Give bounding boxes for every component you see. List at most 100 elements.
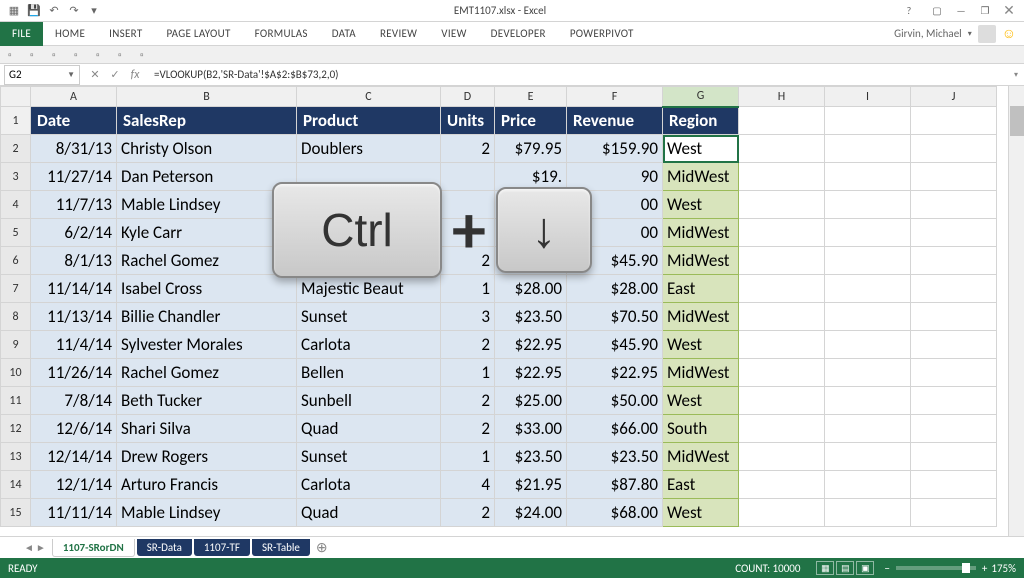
cell[interactable]: 12/6/14 (31, 415, 117, 443)
cell[interactable] (825, 163, 911, 191)
cell[interactable]: Carlota (297, 247, 441, 275)
cell[interactable]: $23.50 (495, 303, 567, 331)
cell[interactable] (825, 303, 911, 331)
cell[interactable]: 12/14/14 (31, 443, 117, 471)
cell[interactable]: West (663, 135, 739, 163)
cell[interactable]: 11/4/14 (31, 331, 117, 359)
cell[interactable]: $45.90 (567, 247, 663, 275)
cell[interactable] (441, 163, 495, 191)
ribbon-icon[interactable]: ▫ (96, 48, 112, 62)
cell[interactable] (739, 107, 825, 135)
ribbon-icon[interactable]: ▫ (118, 48, 134, 62)
cell[interactable]: Doublers (297, 135, 441, 163)
cell[interactable]: Mable Lindsey (117, 191, 297, 219)
cell[interactable] (739, 135, 825, 163)
ribbon-display-icon[interactable]: ▢ (926, 2, 948, 20)
cell[interactable] (911, 135, 997, 163)
zoom-in-icon[interactable]: + (982, 562, 987, 575)
zoom-slider[interactable] (896, 566, 976, 570)
cell[interactable] (911, 499, 997, 527)
column-header[interactable]: I (825, 87, 911, 107)
feedback-icon[interactable]: ☺ (1002, 25, 1016, 42)
cell[interactable]: 11/7/13 (31, 191, 117, 219)
cell[interactable]: $33. (495, 219, 567, 247)
cell[interactable] (739, 303, 825, 331)
cell[interactable]: $33.00 (495, 415, 567, 443)
redo-icon[interactable]: ↷ (66, 3, 82, 19)
cell[interactable] (911, 107, 997, 135)
cell[interactable] (825, 107, 911, 135)
row-header[interactable]: 8 (1, 303, 31, 331)
name-box[interactable]: G2 ▼ (4, 65, 80, 85)
tab-review[interactable]: REVIEW (368, 22, 429, 46)
cell[interactable] (825, 471, 911, 499)
table-header-cell[interactable]: Region (663, 107, 739, 135)
cell[interactable]: South (663, 415, 739, 443)
sheet-tab[interactable]: SR-Data (137, 539, 192, 556)
scroll-thumb[interactable] (1010, 106, 1024, 136)
cell[interactable]: 12/1/14 (31, 471, 117, 499)
row-header[interactable]: 2 (1, 135, 31, 163)
cell[interactable]: 2 (441, 247, 495, 275)
column-header[interactable]: E (495, 87, 567, 107)
add-sheet-icon[interactable]: ⊕ (316, 539, 328, 556)
user-area[interactable]: Girvin, Michael ▾ ☺ (894, 25, 1024, 43)
cell[interactable]: 4 (441, 471, 495, 499)
cell[interactable]: 2 (441, 135, 495, 163)
cell[interactable] (911, 191, 997, 219)
cell[interactable]: 2 (441, 415, 495, 443)
column-header[interactable]: H (739, 87, 825, 107)
cell[interactable]: 11/26/14 (31, 359, 117, 387)
cell[interactable] (825, 247, 911, 275)
row-header[interactable]: 4 (1, 191, 31, 219)
table-header-cell[interactable]: Product (297, 107, 441, 135)
cell[interactable]: Sunset (297, 303, 441, 331)
cell[interactable]: 00 (567, 191, 663, 219)
cell[interactable] (911, 247, 997, 275)
tab-insert[interactable]: INSERT (97, 22, 154, 46)
row-header[interactable]: 13 (1, 443, 31, 471)
cell[interactable]: MidWest (663, 163, 739, 191)
cell[interactable]: $159.90 (567, 135, 663, 163)
formula-expand-icon[interactable]: ▾ (1008, 70, 1024, 80)
enter-icon[interactable]: ✓ (108, 68, 122, 81)
cell[interactable]: 7/8/14 (31, 387, 117, 415)
fx-icon[interactable]: fx (128, 68, 142, 82)
cell[interactable]: Carlota (297, 471, 441, 499)
restore-icon[interactable]: ❐ (974, 2, 996, 20)
cell[interactable]: $25.00 (495, 387, 567, 415)
cell[interactable] (825, 359, 911, 387)
cell[interactable] (911, 443, 997, 471)
row-header[interactable]: 11 (1, 387, 31, 415)
table-header-cell[interactable]: Revenue (567, 107, 663, 135)
formula-input[interactable]: =VLOOKUP(B2,'SR-Data'!$A$2:$B$73,2,0) (150, 68, 1008, 81)
zoom-slider-thumb[interactable] (962, 563, 970, 573)
view-normal-icon[interactable]: ▦ (816, 561, 834, 575)
cell[interactable]: MidWest (663, 219, 739, 247)
cell[interactable] (739, 247, 825, 275)
undo-icon[interactable]: ↶ (46, 3, 62, 19)
cell[interactable] (911, 415, 997, 443)
cancel-icon[interactable]: ✕ (88, 68, 102, 81)
cell[interactable] (825, 443, 911, 471)
cell[interactable]: 25. (495, 191, 567, 219)
cell[interactable]: $79.95 (495, 135, 567, 163)
cell[interactable] (739, 387, 825, 415)
cell[interactable]: Quad (297, 499, 441, 527)
ribbon-icon[interactable]: ▫ (74, 48, 90, 62)
cell[interactable] (297, 191, 441, 219)
cell[interactable] (739, 275, 825, 303)
cell[interactable]: 00 (567, 219, 663, 247)
zoom-out-icon[interactable]: − (884, 562, 889, 575)
row-header[interactable]: 1 (1, 107, 31, 135)
cell[interactable]: 1 (441, 275, 495, 303)
ribbon-icon[interactable]: ▫ (140, 48, 156, 62)
cell[interactable] (911, 387, 997, 415)
tab-developer[interactable]: DEVELOPER (479, 22, 558, 46)
table-header-cell[interactable]: SalesRep (117, 107, 297, 135)
cell[interactable]: West (663, 387, 739, 415)
column-header[interactable]: D (441, 87, 495, 107)
cell[interactable]: $22.95 (495, 331, 567, 359)
cell[interactable]: $19. (495, 163, 567, 191)
cell[interactable]: 2 (441, 387, 495, 415)
